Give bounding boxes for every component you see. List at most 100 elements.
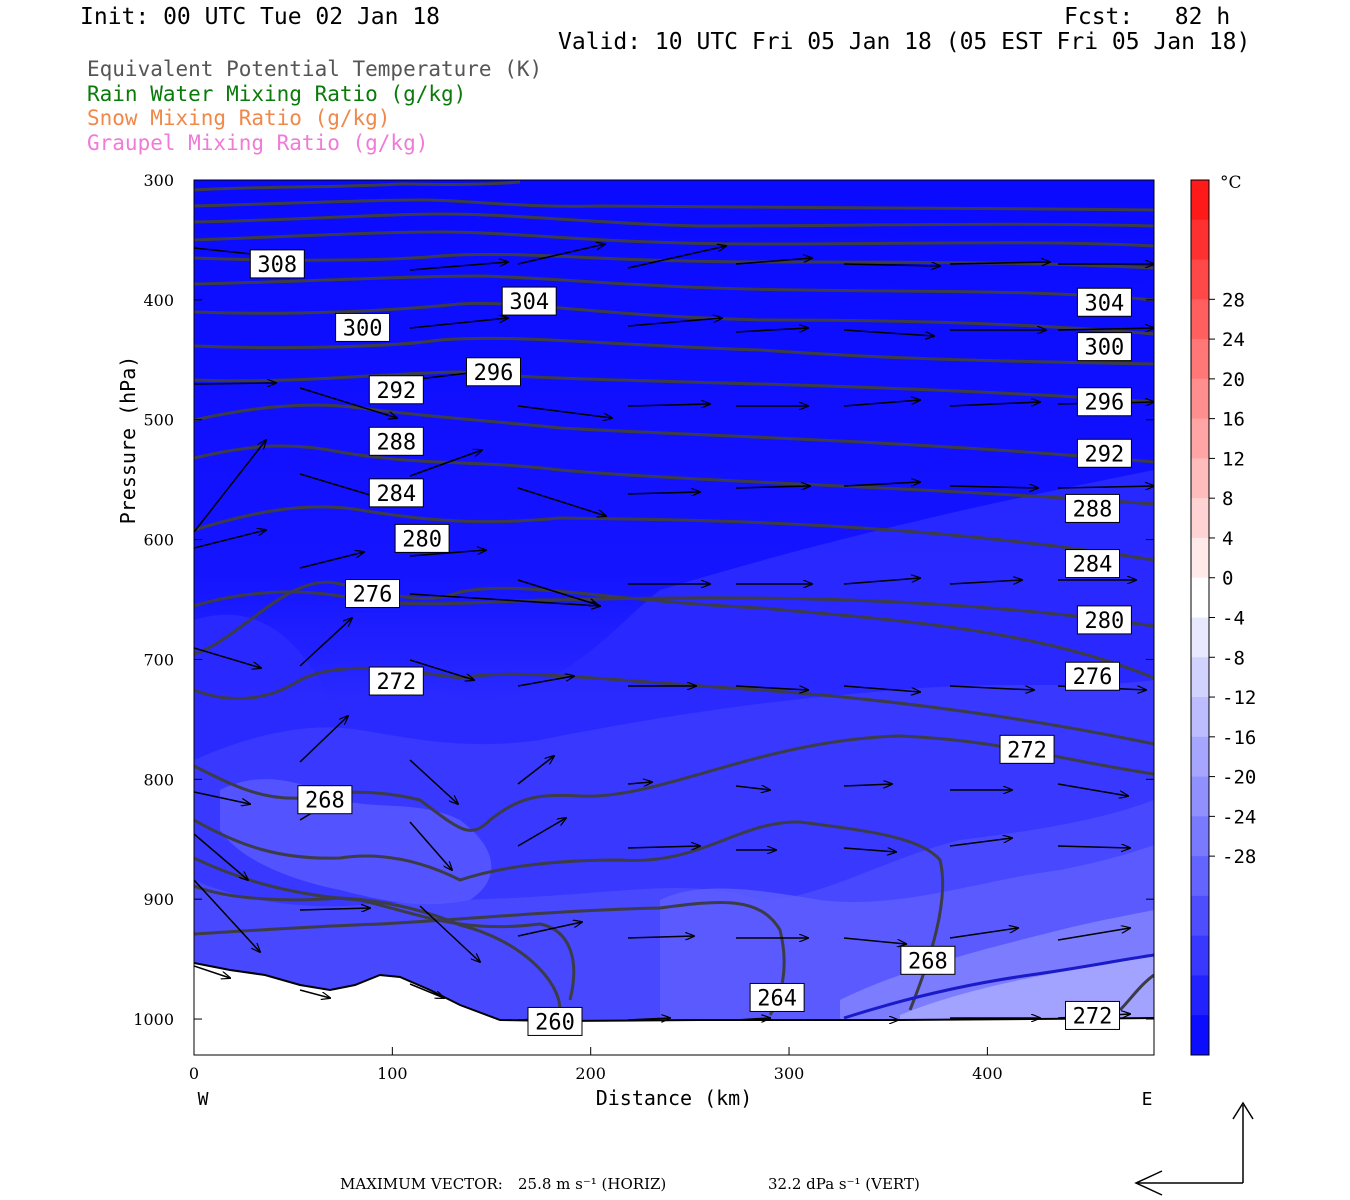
- wind-vector: [409, 759, 458, 804]
- y-tick-label: 300: [143, 171, 174, 190]
- theta-e-contour-1: [194, 198, 1154, 212]
- svg-text:300: 300: [1085, 336, 1125, 361]
- wind-vector: [627, 318, 722, 327]
- y-tick-label: 1000: [133, 1010, 174, 1029]
- wind-vector: [627, 846, 700, 848]
- y-tick-label: 600: [143, 531, 174, 550]
- colorbar-swatch: [1191, 697, 1209, 738]
- wind-vector: [735, 258, 812, 265]
- wind-vector: [1057, 486, 1154, 488]
- y-tick-label: 400: [143, 291, 174, 310]
- wind-vector: [409, 983, 444, 998]
- colorbar-label: 8: [1222, 488, 1233, 510]
- wind-vector: [843, 482, 920, 487]
- wind-vector: [194, 965, 230, 978]
- wind-vector: [299, 989, 330, 998]
- contour-label-14: 280: [1076, 605, 1132, 635]
- colorbar-unit: °C: [1220, 173, 1242, 193]
- svg-text:260: 260: [535, 1010, 575, 1035]
- wind-vector: [627, 246, 726, 269]
- wind-vector: [517, 487, 606, 516]
- wind-vector: [194, 530, 266, 549]
- colorbar-label: -8: [1222, 647, 1245, 669]
- wind-vector: [517, 405, 612, 418]
- svg-text:272: 272: [1007, 738, 1047, 763]
- valid-time: Valid: 10 UTC Fri 05 Jan 18 (05 EST Fri …: [558, 29, 1251, 55]
- contour-label-1: 304: [501, 286, 557, 316]
- y-tick-label: 800: [143, 770, 174, 789]
- colorbar-swatch: [1191, 339, 1209, 380]
- contour-label-10: 288: [1065, 493, 1121, 523]
- colorbar-swatch: [1191, 458, 1209, 499]
- wind-vector: [627, 936, 694, 938]
- colorbar-swatch: [1191, 498, 1209, 539]
- contour-label-4: 300: [1076, 332, 1132, 362]
- wind-vector: [627, 404, 710, 406]
- wind-vector: [409, 318, 508, 329]
- legend-rain: Rain Water Mixing Ratio (g/kg): [87, 82, 467, 106]
- colorbar-label: 4: [1222, 528, 1233, 550]
- wind-vector: [949, 262, 1050, 264]
- y-axis-label: Pressure (hPa): [116, 356, 140, 525]
- wind-vector: [517, 676, 574, 687]
- colorbar-swatch: [1191, 816, 1209, 857]
- colorbar-swatch: [1191, 299, 1209, 340]
- colorbar: °C 28 24 20 16 12 8 4 0 -4 -8 -12 -16 -20 -24 -28: [1190, 173, 1256, 1056]
- wind-vector: [299, 552, 364, 569]
- theta-e-contour-9: [194, 403, 1154, 464]
- contour-label-12: 284: [1065, 549, 1121, 579]
- plot-frame: [193, 179, 1155, 1056]
- wind-vector: [299, 908, 370, 910]
- max-vector-horizontal: 25.8 m s⁻¹ (HORIZ): [518, 1175, 667, 1193]
- wind-vector: [409, 550, 486, 557]
- wind-vector: [299, 716, 348, 763]
- y-tick-label: 700: [143, 650, 174, 669]
- contour-label-19: 268: [297, 785, 353, 815]
- contour-label-20: 268: [900, 945, 956, 975]
- wind-vector: [299, 387, 397, 418]
- wind-vector: [194, 647, 261, 668]
- contour-label-13: 280: [394, 523, 450, 553]
- x-axis-label: Distance (km): [596, 1086, 753, 1110]
- wind-vector: [517, 922, 582, 937]
- wind-vector: [735, 685, 808, 690]
- x-tick-label: 100: [377, 1064, 408, 1083]
- wind-vector: [843, 937, 906, 944]
- max-vector-label: MAXIMUM VECTOR:: [340, 1175, 503, 1193]
- contour-label-21: 264: [749, 982, 805, 1012]
- contour-label-17: 272: [368, 666, 424, 696]
- colorbar-swatch: [1191, 219, 1209, 261]
- wind-vector: [194, 791, 250, 804]
- wind-vector: [843, 685, 920, 692]
- svg-text:304: 304: [509, 290, 549, 315]
- colorbar-swatch: [1191, 975, 1209, 1016]
- wind-vector: [627, 782, 652, 784]
- colorbar-label: -20: [1222, 767, 1256, 789]
- wind-vector: [949, 486, 1038, 488]
- wind-vector: [627, 492, 700, 494]
- x-tick-label: 300: [774, 1064, 805, 1083]
- wind-vector: [735, 486, 810, 488]
- svg-text:272: 272: [1073, 1004, 1113, 1029]
- contour-labels: 308 304 304 300 300 296 296 292 292 288 288 284 284 2…: [249, 249, 1132, 1036]
- svg-text:296: 296: [474, 361, 514, 386]
- wind-vector: [1057, 846, 1130, 848]
- svg-text:296: 296: [1085, 391, 1125, 416]
- contour-label-18: 272: [999, 734, 1055, 764]
- contour-label-5: 296: [466, 357, 522, 387]
- contour-label-6: 296: [1076, 387, 1132, 417]
- colorbar-label: 20: [1222, 369, 1245, 391]
- contour-label-22: 260: [527, 1006, 583, 1036]
- theta-e-contour-13: [194, 580, 1154, 680]
- colorbar-label: -24: [1222, 806, 1256, 828]
- wind-vector: [194, 383, 276, 384]
- colorbar-swatch: [1191, 736, 1209, 778]
- svg-text:308: 308: [257, 253, 297, 278]
- wind-vector: [299, 473, 380, 498]
- wind-vector: [949, 838, 1012, 847]
- east-label: E: [1142, 1089, 1153, 1110]
- zero-degree-isotherm: [843, 953, 1154, 1020]
- wind-vector: [409, 593, 600, 606]
- terrain-line: [194, 962, 1154, 1023]
